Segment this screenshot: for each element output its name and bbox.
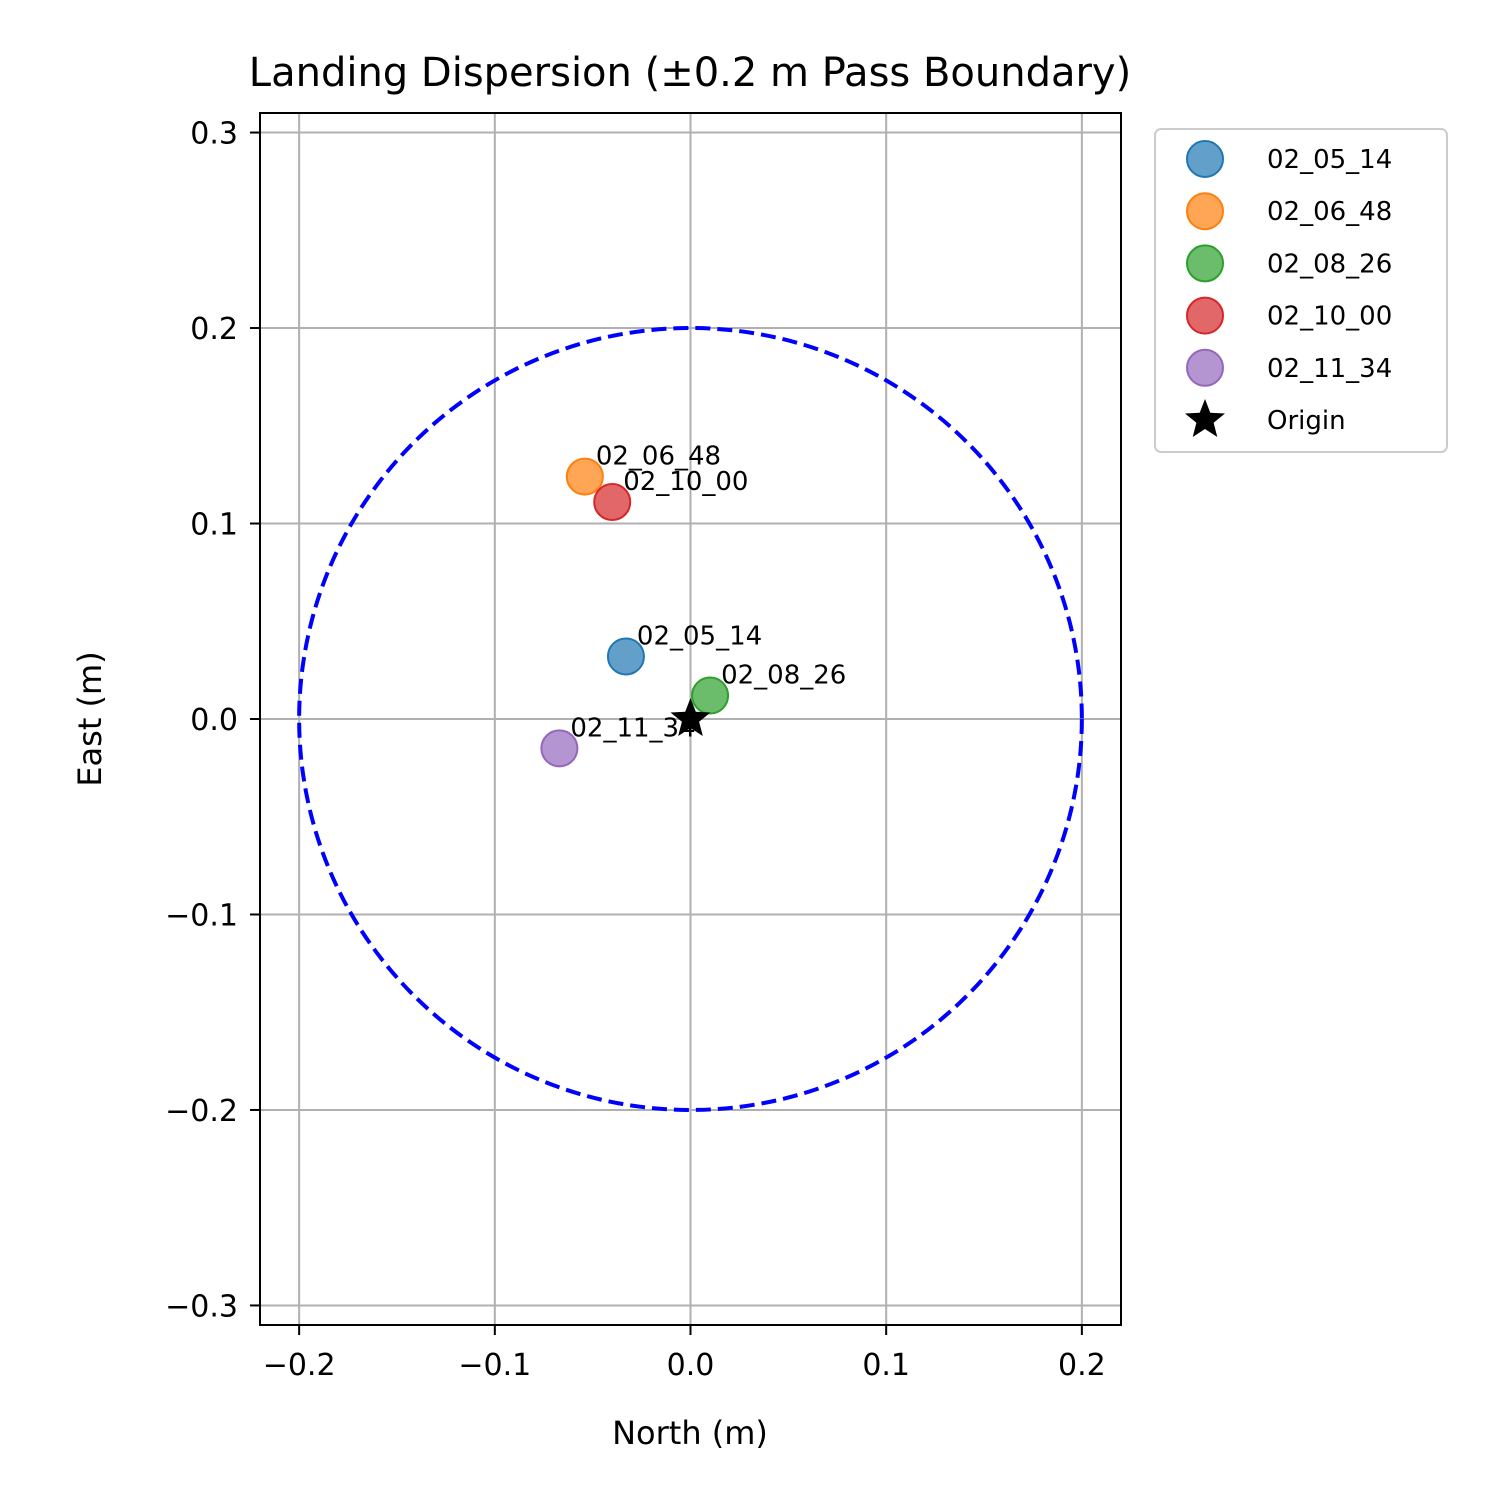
legend-frame [1154,128,1448,453]
legend-label-origin: Origin [1267,406,1346,436]
y-tick-label: 0.1 [190,508,238,543]
axis-ticks: −0.2 −0.1 0.0 0.1 0.2 −0.3 −0.2 −0.1 0.0 0.1 0.2 0.… [165,117,1106,1383]
legend-label-02_11_34: 02_11_34 [1267,354,1392,384]
x-tick-label: 0.0 [667,1348,715,1383]
x-axis-label: North (m) [612,1414,768,1452]
pass-boundary-circle [297,326,1084,1112]
legend-label-02_06_48: 02_06_48 [1267,197,1392,227]
point-02_11_34 [540,729,579,768]
y-tick-label: 0.3 [190,117,238,152]
point-label-02_11_34: 02_11_34 [570,713,695,743]
x-tick-label: 0.1 [862,1348,910,1383]
point-label-02_05_14: 02_05_14 [637,621,762,651]
y-tick-label: −0.2 [165,1094,238,1129]
origin-star-marker [670,698,711,736]
x-tick-label: 0.2 [1058,1348,1106,1383]
y-tick-label: 0.0 [190,703,238,738]
legend-marker-02_06_48 [1186,192,1224,231]
legend-marker-02_08_26 [1186,244,1224,283]
legend-marker-origin [1185,399,1225,437]
point-label-02_10_00: 02_10_00 [623,467,748,497]
point-label-02_06_48: 02_06_48 [596,442,721,472]
data-points: 02_05_14 02_06_48 02_08_26 02_10_00 02_11_34 [540,442,846,768]
chart-title: Landing Dispersion (±0.2 m Pass Boundary… [249,50,1131,96]
y-tick-label: −0.1 [165,898,238,933]
legend-marker-02_11_34 [1186,348,1224,387]
pass-boundary-layer [297,326,1084,1112]
point-02_10_00 [593,483,632,522]
y-axis-label: East (m) [71,651,109,786]
point-02_08_26 [691,676,730,715]
point-02_06_48 [565,457,604,496]
y-tick-label: 0.2 [190,312,238,347]
x-tick-label: −0.1 [458,1348,531,1383]
legend-marker-02_10_00 [1186,296,1224,335]
legend-label-02_05_14: 02_05_14 [1267,145,1392,175]
legend-marker-02_05_14 [1186,140,1224,178]
point-label-02_08_26: 02_08_26 [721,661,846,691]
x-tick-label: −0.2 [263,1348,336,1383]
point-02_05_14 [606,637,645,676]
legend-label-02_10_00: 02_10_00 [1267,302,1392,332]
legend-label-02_08_26: 02_08_26 [1267,249,1392,279]
y-tick-label: −0.3 [165,1289,238,1324]
legend: 02_05_14 02_06_48 02_08_26 02_10_00 02_11_34… [1154,128,1448,453]
